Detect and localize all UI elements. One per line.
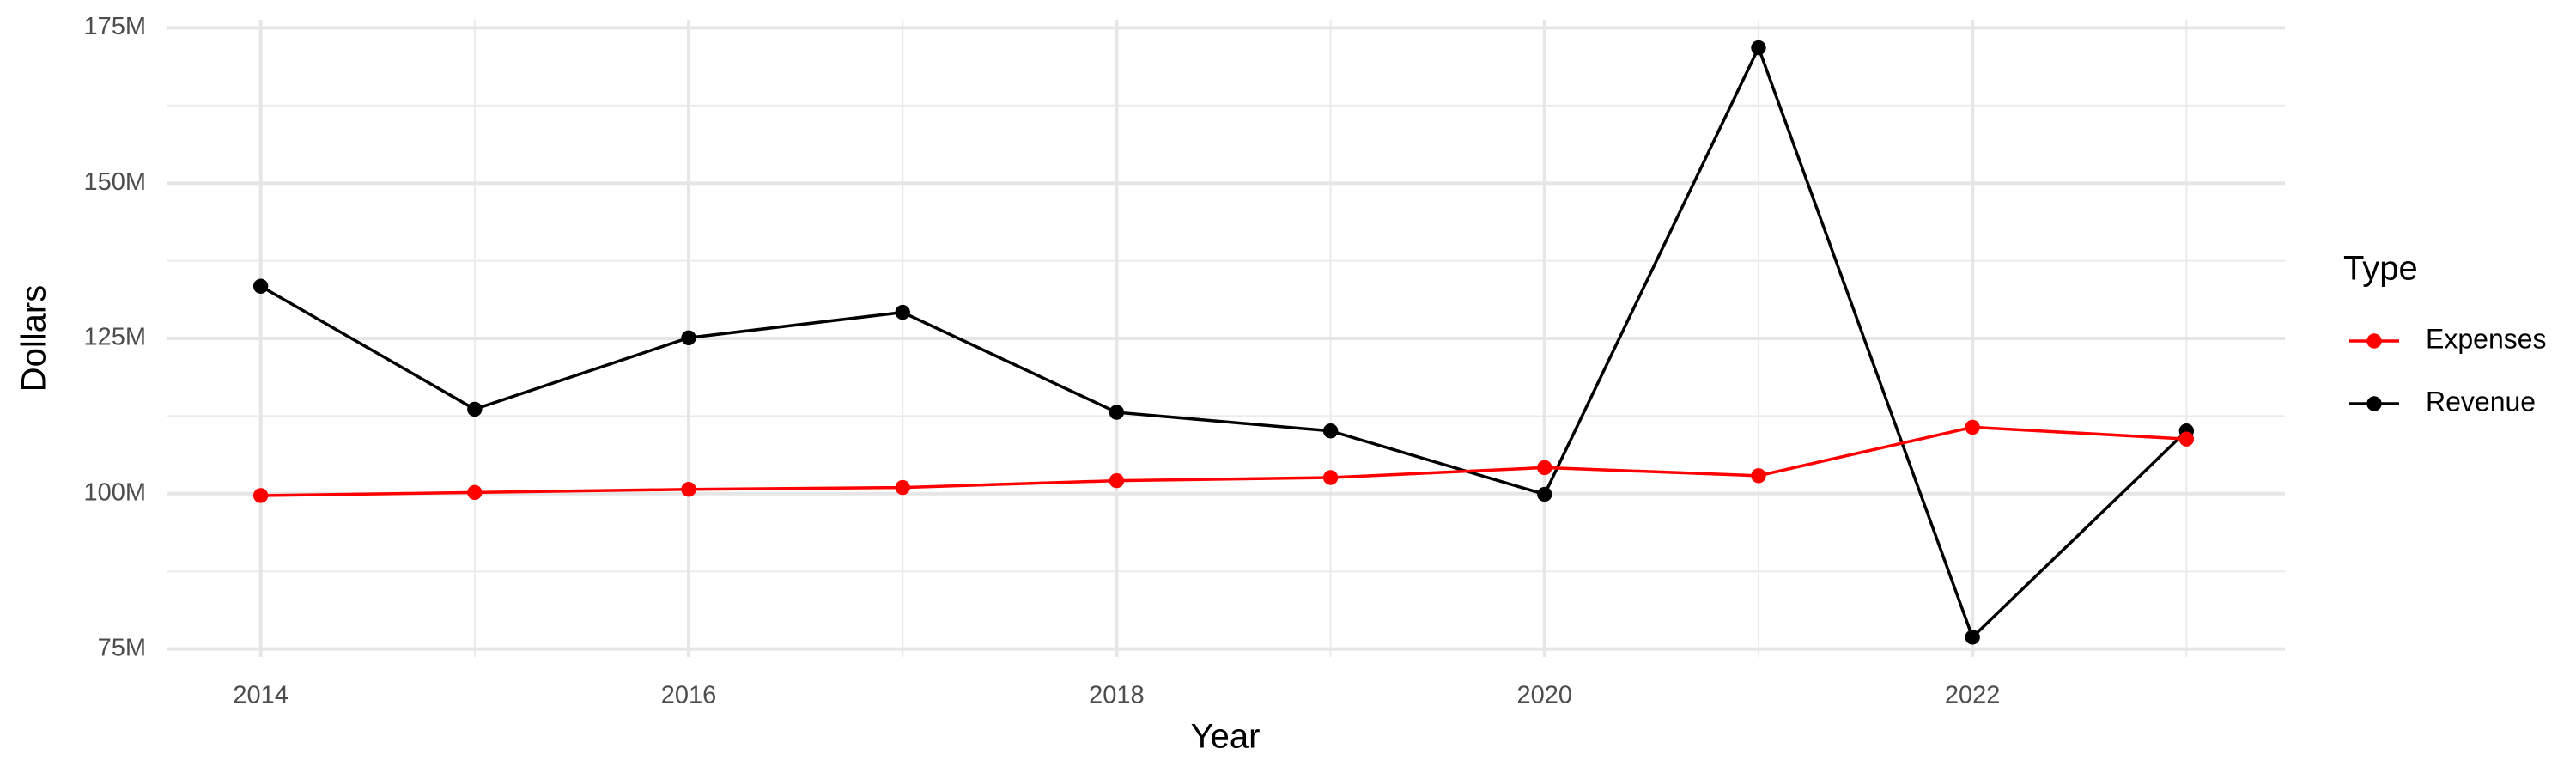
- x-tick-label: 2014: [233, 682, 289, 709]
- grid: [167, 20, 2285, 657]
- data-point: [1537, 486, 1552, 502]
- data-point: [1965, 630, 1980, 645]
- data-point: [1109, 405, 1125, 420]
- legend-key-point: [2366, 333, 2382, 349]
- series-line: [259, 44, 2188, 640]
- data-point: [467, 484, 483, 501]
- legend-label: Expenses: [2426, 323, 2547, 354]
- x-tick-label: 2016: [661, 682, 717, 709]
- legend-title: Type: [2343, 250, 2418, 288]
- data-point: [252, 278, 269, 294]
- data-point: [467, 401, 483, 417]
- series-line: [260, 425, 2187, 497]
- x-tick-label: 2022: [1945, 682, 2001, 709]
- data-point: [1751, 40, 1766, 56]
- y-tick-label: 150M: [83, 168, 146, 196]
- x-tick-label: 2020: [1517, 682, 1573, 709]
- x-axis-title: Year: [1191, 718, 1261, 756]
- data-point: [1751, 468, 1766, 484]
- data-point: [1322, 423, 1339, 439]
- data-point: [681, 330, 696, 345]
- data-point: [895, 479, 910, 496]
- data-point: [1322, 470, 1339, 485]
- y-axis-title: Dollars: [15, 285, 53, 392]
- x-tick-label: 2018: [1089, 682, 1145, 709]
- data-point: [2178, 431, 2195, 447]
- legend-key-point: [2366, 396, 2382, 411]
- legend-label: Revenue: [2426, 386, 2536, 417]
- data-point: [1965, 419, 1980, 435]
- y-tick-label: 75M: [98, 634, 146, 661]
- data-point: [895, 304, 910, 320]
- y-tick-label: 175M: [83, 13, 146, 40]
- y-tick-label: 125M: [83, 324, 146, 351]
- y-tick-label: 100M: [83, 478, 146, 506]
- data-point: [1537, 460, 1552, 476]
- data-point: [681, 482, 696, 497]
- data-point: [252, 488, 269, 503]
- data-point: [1109, 472, 1125, 489]
